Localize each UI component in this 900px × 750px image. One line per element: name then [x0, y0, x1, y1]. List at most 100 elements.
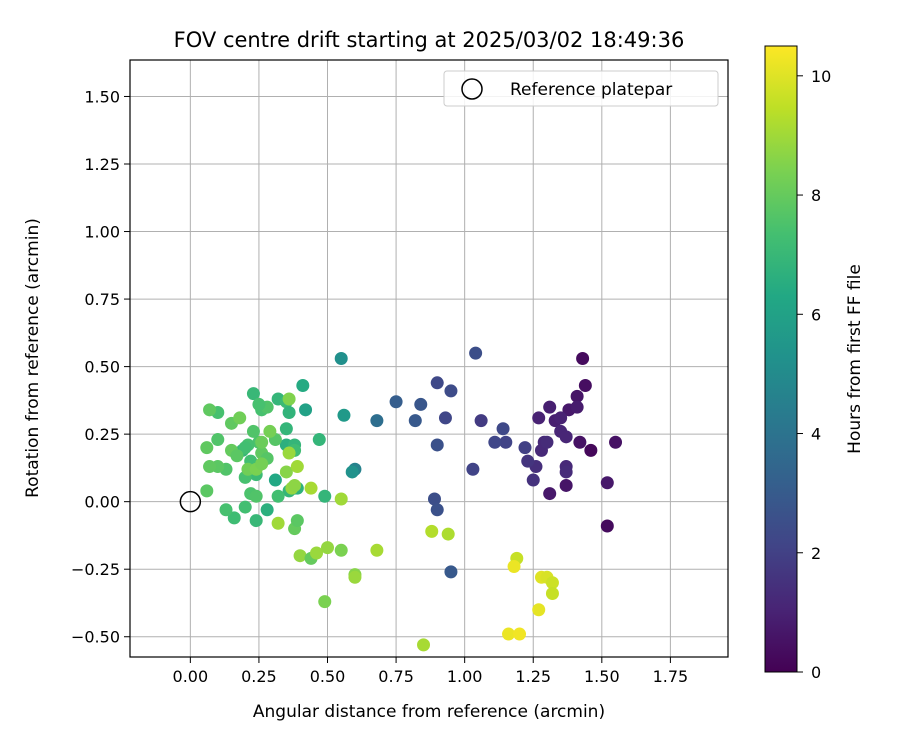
data-point	[337, 408, 351, 422]
data-point	[310, 546, 324, 560]
data-point	[252, 397, 266, 411]
data-point	[570, 389, 584, 403]
data-point	[543, 400, 557, 414]
y-tick-label: −0.50	[71, 628, 120, 647]
data-point	[370, 543, 384, 557]
data-point	[219, 503, 233, 517]
data-point	[288, 478, 302, 492]
data-point	[417, 638, 431, 652]
data-point	[444, 384, 458, 398]
data-point	[279, 422, 293, 436]
data-point	[246, 387, 260, 401]
data-point	[430, 503, 444, 517]
data-point	[203, 460, 217, 474]
y-tick-label: −0.25	[71, 560, 120, 579]
data-point	[430, 376, 444, 390]
data-point	[293, 549, 307, 563]
y-axis-ticks: −0.50 −0.25 0.00 0.25 0.50 0.75 1.00 1.25 1.50	[71, 87, 130, 647]
data-point	[321, 541, 335, 555]
data-point	[246, 424, 260, 438]
data-point	[290, 460, 304, 474]
data-point	[249, 514, 263, 528]
y-tick-label: 0.25	[84, 425, 120, 444]
colorbar	[764, 45, 798, 673]
data-point	[255, 457, 269, 471]
data-point	[334, 543, 348, 557]
data-point	[370, 414, 384, 428]
y-tick-label: 1.00	[84, 223, 120, 242]
data-point	[227, 511, 241, 525]
y-axis-label: Rotation from reference (arcmin)	[23, 218, 43, 498]
data-point	[543, 487, 557, 501]
data-point	[521, 454, 535, 468]
data-point	[230, 449, 244, 463]
x-tick-label: 1.75	[653, 667, 689, 686]
data-point	[584, 443, 598, 457]
data-point	[348, 570, 362, 584]
data-point	[526, 473, 540, 487]
data-point	[312, 433, 326, 447]
y-tick-label: 0.75	[84, 290, 120, 309]
data-point	[499, 435, 513, 449]
colorbar-tick-label: 2	[811, 544, 821, 563]
data-point	[559, 478, 573, 492]
data-point	[578, 379, 592, 393]
legend-box	[443, 70, 719, 107]
data-point	[414, 397, 428, 411]
data-point	[282, 446, 296, 460]
data-point	[345, 465, 359, 479]
data-point	[304, 481, 318, 495]
data-point	[255, 435, 269, 449]
chart-title: FOV centre drift starting at 2025/03/02 …	[174, 28, 685, 52]
y-tick-label: 0.00	[84, 493, 120, 512]
x-tick-label: 0.75	[378, 667, 414, 686]
data-point	[238, 441, 252, 455]
x-tick-label: 1.50	[584, 667, 620, 686]
colorbar-tick-label: 4	[811, 425, 821, 444]
data-point	[438, 411, 452, 425]
colorbar-label: Hours from first FF file	[845, 264, 865, 454]
data-point	[444, 565, 458, 579]
y-tick-label: 0.50	[84, 358, 120, 377]
data-point	[425, 524, 439, 538]
y-tick-label: 1.50	[84, 87, 120, 106]
data-point	[271, 489, 285, 503]
data-point	[282, 392, 296, 406]
data-point	[296, 379, 310, 393]
data-point	[600, 476, 614, 490]
colorbar-tick-label: 0	[811, 663, 821, 682]
plot-frame	[129, 59, 729, 658]
data-point	[211, 433, 225, 447]
data-point	[554, 411, 568, 425]
data-point	[559, 430, 573, 444]
legend-reference-marker	[461, 78, 483, 100]
data-point	[496, 422, 510, 436]
data-point	[532, 411, 546, 425]
data-point	[282, 406, 296, 420]
data-point	[408, 414, 422, 428]
data-point	[260, 503, 274, 517]
data-point	[263, 424, 277, 438]
data-point	[441, 527, 455, 541]
data-point	[334, 352, 348, 365]
colorbar-ticks: 0 2 4 6 8 10	[797, 67, 831, 682]
data-point	[249, 489, 263, 503]
y-tick-label: 1.25	[84, 155, 120, 174]
data-point	[389, 395, 403, 409]
data-point	[233, 411, 247, 425]
data-point	[488, 435, 502, 449]
data-point	[318, 489, 332, 503]
data-point	[268, 473, 282, 487]
data-point	[474, 414, 488, 428]
data-point	[502, 627, 516, 641]
colorbar-tick-label: 10	[811, 67, 831, 86]
data-point	[570, 400, 584, 414]
data-point	[271, 516, 285, 530]
data-point	[290, 514, 304, 528]
x-tick-label: 0.25	[241, 667, 277, 686]
data-point	[427, 492, 441, 506]
data-point	[600, 519, 614, 533]
data-point	[518, 441, 532, 455]
data-point	[200, 484, 214, 498]
data-point	[559, 465, 573, 479]
